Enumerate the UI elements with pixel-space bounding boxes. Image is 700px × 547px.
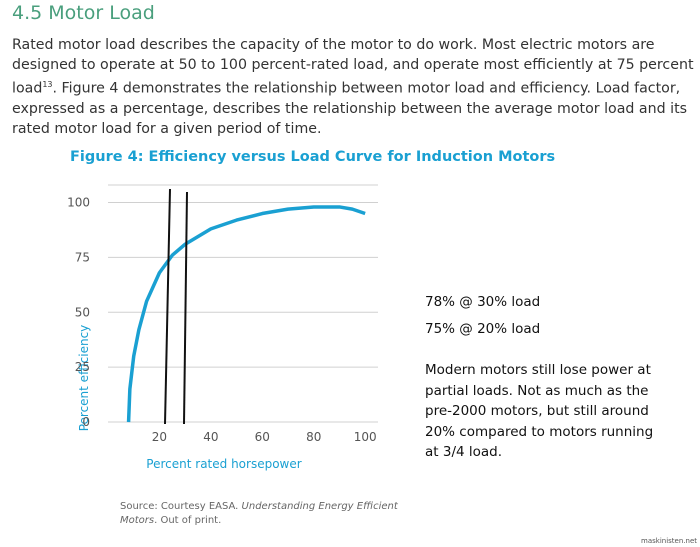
note: 75% @ 20% load: [425, 321, 541, 337]
x-axis-label: Percent rated horsepower: [146, 457, 301, 471]
x-tick-label: 80: [306, 430, 321, 444]
y-tick-label: 0: [82, 415, 90, 429]
y-tick-label: 75: [75, 250, 90, 264]
footnote-ref: 13: [42, 80, 53, 89]
x-tick-label: 20: [152, 430, 167, 444]
note-paragraph: Modern motors still lose power at partia…: [425, 362, 654, 460]
grid: [108, 184, 378, 423]
text: Source: Courtesy EASA.: [120, 501, 242, 512]
text: . Figure 4 demonstrates the relationship…: [12, 80, 688, 137]
y-tick-label: 100: [67, 196, 90, 210]
paragraph: Rated motor load describes the capacity …: [12, 35, 696, 139]
y-tick-label: 25: [75, 360, 90, 374]
annotation-line: [183, 191, 188, 425]
chart-title: Figure 4: Efficiency versus Load Curve f…: [70, 149, 555, 165]
source: Source: Courtesy EASA. Understanding Ene…: [120, 500, 420, 528]
note: 78% @ 30% load: [425, 294, 541, 310]
watermark: maskinisten.net: [641, 537, 697, 545]
text: . Out of print.: [154, 515, 222, 526]
x-tick-label: 40: [203, 430, 218, 444]
text: Understanding Energy Efficient Motors: [120, 501, 398, 526]
efficiency-curve: [126, 205, 366, 423]
x-tick-label: 60: [255, 430, 270, 444]
x-tick-label: 100: [354, 430, 377, 444]
section-title: 4.5 Motor Load: [12, 2, 155, 24]
annotation-line: [164, 188, 171, 425]
text: Rated motor load describes the capacity …: [12, 37, 694, 97]
y-tick-label: 50: [75, 305, 90, 319]
y-axis-label: Percent efficiency: [77, 325, 91, 432]
